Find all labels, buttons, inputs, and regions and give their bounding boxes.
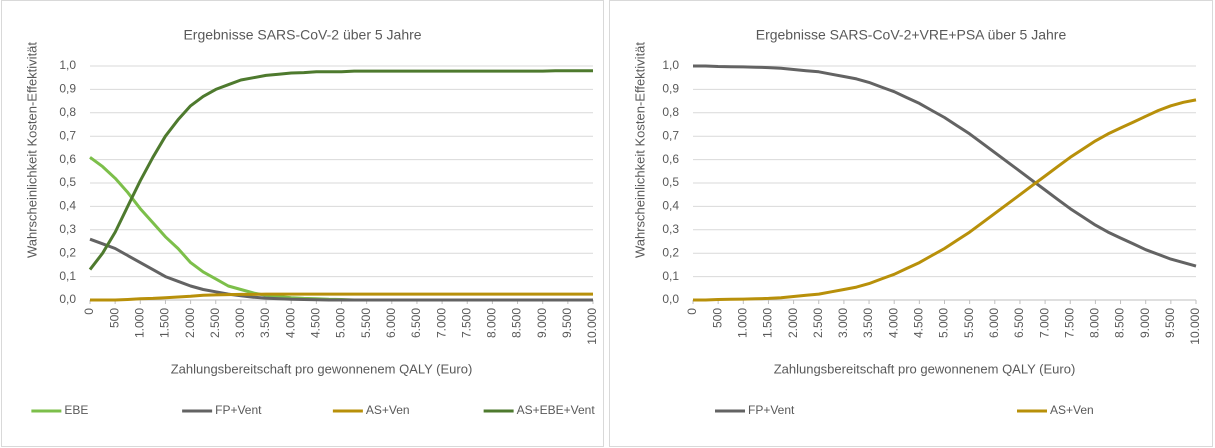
x-tick-label: 0: [82, 308, 96, 315]
x-tick-label: 5.500: [359, 308, 373, 338]
series-line: [88, 69, 593, 271]
y-tick-label: 0,9: [662, 82, 679, 96]
chart-title: Ergebnisse SARS-CoV-2+VRE+PSA über 5 Jah…: [756, 27, 1067, 43]
chart-frame: [609, 0, 1213, 447]
y-tick-label: 0,6: [662, 152, 679, 166]
y-tick-label: 0,1: [59, 269, 76, 283]
y-tick-label: 0,5: [662, 175, 679, 189]
y-tick-label: 0,4: [59, 199, 76, 213]
x-tick-label: 7.000: [434, 308, 448, 338]
y-tick-label: 0,7: [59, 128, 76, 142]
y-tick-label: 0,4: [662, 199, 679, 213]
series-line: [693, 98, 1197, 302]
x-tick-label: 8.500: [1113, 308, 1127, 338]
y-tick-label: 0,3: [662, 222, 679, 236]
y-tick-label: 0,5: [59, 175, 76, 189]
x-tick-label: 0: [685, 308, 699, 315]
x-tick-label: 1.500: [158, 308, 172, 338]
legend-label: AS+Ven: [366, 403, 410, 417]
x-tick-label: 2.500: [208, 308, 222, 338]
y-tick-label: 0,3: [59, 222, 76, 236]
x-tick-label: 2.000: [183, 308, 197, 338]
y-tick-label: 1,0: [59, 58, 76, 72]
series-line: [89, 237, 593, 302]
x-tick-label: 3.000: [836, 308, 850, 338]
x-tick-label: 7.000: [1037, 308, 1051, 338]
y-tick-label: 0,7: [662, 128, 679, 142]
y-tick-label: 0,0: [662, 292, 679, 306]
legend-label: FP+Vent: [748, 403, 795, 417]
x-tick-label: 5.000: [334, 308, 348, 338]
series-line: [90, 292, 593, 302]
x-tick-label: 5.000: [937, 308, 951, 338]
x-tick-label: 8.000: [485, 308, 499, 338]
x-tick-label: 5.500: [962, 308, 976, 338]
x-tick-label: 6.000: [987, 308, 1001, 338]
x-tick-label: 7.500: [1062, 308, 1076, 338]
y-tick-label: 0,8: [59, 105, 76, 119]
x-axis-title: Zahlungsbereitschaft pro gewonnenem QALY…: [774, 361, 1076, 376]
x-tick-label: 9.000: [535, 308, 549, 338]
y-tick-label: 0,6: [59, 152, 76, 166]
legend-label: EBE: [64, 403, 88, 417]
y-tick-label: 0,9: [59, 82, 76, 96]
x-tick-label: 6.500: [1012, 308, 1026, 338]
x-tick-label: 1.000: [132, 308, 146, 338]
x-tick-label: 2.000: [786, 308, 800, 338]
x-tick-label: 9.000: [1138, 308, 1152, 338]
x-tick-label: 7.500: [459, 308, 473, 338]
series-line: [89, 156, 593, 302]
y-tick-label: 0,0: [59, 292, 76, 306]
series-line: [693, 64, 1197, 268]
x-tick-label: 9.500: [560, 308, 574, 338]
y-tick-label: 0,2: [662, 245, 679, 259]
y-tick-label: 0,2: [59, 245, 76, 259]
x-tick-label: 10.000: [585, 308, 599, 345]
legend-label: AS+EBE+Vent: [517, 403, 596, 417]
x-tick-label: 6.500: [409, 308, 423, 338]
y-tick-label: 0,8: [662, 105, 679, 119]
chart-frame: [1, 0, 604, 447]
x-tick-label: 8.500: [510, 308, 524, 338]
y-tick-label: 1,0: [662, 58, 679, 72]
legend-label: AS+Ven: [1050, 403, 1094, 417]
x-axis-title: Zahlungsbereitschaft pro gewonnenem QALY…: [171, 361, 473, 376]
legend-label: FP+Vent: [215, 403, 262, 417]
y-axis-title: Wahrscheinlichkeit Kosten-Effektivität: [24, 42, 39, 258]
x-tick-label: 8.000: [1088, 308, 1102, 338]
x-tick-label: 6.000: [384, 308, 398, 338]
x-tick-label: 1.500: [761, 308, 775, 338]
y-axis-title: Wahrscheinlichkeit Kosten-Effektivität: [632, 42, 647, 258]
y-tick-label: 0,1: [662, 269, 679, 283]
x-tick-label: 2.500: [811, 308, 825, 338]
x-tick-label: 4.500: [309, 308, 323, 338]
x-tick-label: 3.500: [861, 308, 875, 338]
x-tick-label: 500: [710, 308, 724, 328]
x-tick-label: 10.000: [1188, 308, 1202, 345]
x-tick-label: 9.500: [1163, 308, 1177, 338]
chart-title: Ergebnisse SARS-CoV-2 über 5 Jahre: [183, 27, 421, 43]
x-tick-label: 4.500: [912, 308, 926, 338]
x-tick-label: 3.500: [258, 308, 272, 338]
x-tick-label: 3.000: [233, 308, 247, 338]
x-tick-label: 500: [107, 308, 121, 328]
x-tick-label: 4.000: [886, 308, 900, 338]
x-tick-label: 1.000: [735, 308, 749, 338]
x-tick-label: 4.000: [283, 308, 297, 338]
